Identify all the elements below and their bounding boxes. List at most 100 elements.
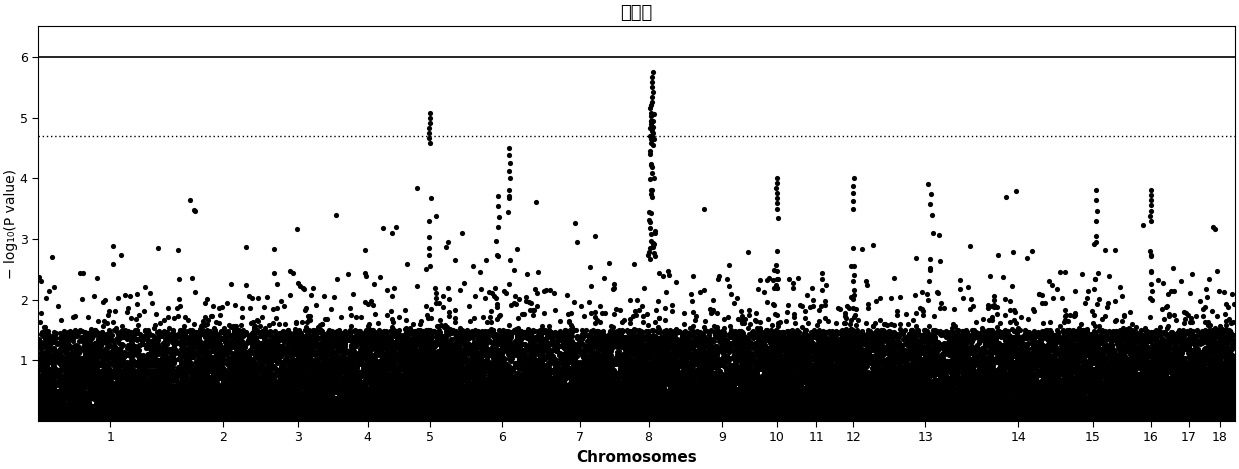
- Point: [1063, 390, 1083, 398]
- Point: [103, 373, 123, 381]
- Point: [1111, 371, 1131, 378]
- Point: [120, 412, 140, 420]
- Point: [538, 414, 558, 421]
- Point: [878, 358, 898, 366]
- Point: [105, 344, 125, 352]
- Point: [1057, 350, 1077, 357]
- Point: [457, 409, 477, 416]
- Point: [587, 389, 607, 396]
- Point: [169, 411, 188, 419]
- Point: [343, 395, 363, 402]
- Point: [593, 358, 613, 366]
- Point: [466, 343, 486, 350]
- Point: [948, 404, 968, 411]
- Point: [840, 360, 860, 367]
- Point: [570, 417, 590, 424]
- Point: [1206, 341, 1225, 349]
- Point: [120, 410, 140, 417]
- Point: [1168, 349, 1188, 356]
- Point: [400, 371, 420, 379]
- Point: [624, 401, 644, 408]
- Point: [589, 368, 608, 375]
- Point: [1139, 367, 1158, 375]
- Point: [211, 404, 230, 411]
- Point: [410, 378, 430, 386]
- Point: [776, 408, 795, 415]
- Point: [945, 404, 965, 412]
- Point: [861, 401, 881, 408]
- Point: [688, 405, 707, 412]
- Point: [250, 387, 270, 395]
- Point: [527, 410, 546, 417]
- Point: [839, 397, 859, 405]
- Point: [1087, 373, 1106, 380]
- Point: [1131, 355, 1151, 362]
- Point: [1167, 416, 1187, 424]
- Point: [285, 382, 305, 390]
- Point: [51, 384, 71, 392]
- Point: [1149, 360, 1168, 368]
- Point: [260, 415, 280, 422]
- Point: [1171, 394, 1191, 401]
- Point: [818, 318, 838, 325]
- Point: [1070, 413, 1090, 421]
- Point: [304, 394, 323, 402]
- Point: [580, 412, 600, 420]
- Point: [276, 330, 296, 337]
- Point: [193, 399, 213, 406]
- Point: [81, 330, 100, 338]
- Point: [1121, 355, 1141, 363]
- Point: [570, 395, 590, 403]
- Point: [725, 372, 745, 380]
- Point: [253, 357, 273, 365]
- Point: [328, 416, 348, 424]
- Point: [38, 327, 58, 334]
- Point: [795, 393, 815, 401]
- Point: [715, 398, 735, 406]
- Point: [560, 343, 580, 351]
- Point: [629, 333, 649, 340]
- Point: [470, 374, 489, 381]
- Point: [764, 285, 784, 292]
- Point: [167, 369, 187, 376]
- Point: [970, 382, 990, 390]
- Point: [1012, 382, 1032, 390]
- Point: [445, 362, 465, 370]
- Point: [1202, 327, 1222, 335]
- Point: [802, 416, 821, 423]
- Point: [413, 369, 432, 377]
- Point: [243, 406, 263, 414]
- Point: [1223, 412, 1239, 419]
- Point: [1168, 402, 1188, 410]
- Point: [341, 355, 361, 363]
- Point: [642, 407, 662, 415]
- Point: [731, 343, 751, 351]
- Point: [525, 389, 545, 397]
- Point: [145, 401, 165, 409]
- Point: [362, 400, 382, 407]
- Point: [1033, 404, 1053, 412]
- Point: [227, 371, 247, 378]
- Point: [634, 372, 654, 379]
- Point: [352, 401, 372, 408]
- Point: [497, 403, 517, 410]
- Point: [714, 379, 733, 386]
- Point: [699, 409, 719, 416]
- Point: [784, 413, 804, 420]
- Point: [680, 371, 700, 378]
- Point: [160, 391, 180, 399]
- Point: [388, 388, 408, 395]
- Point: [1204, 408, 1224, 416]
- Point: [860, 414, 880, 422]
- Point: [513, 349, 533, 356]
- Point: [59, 370, 79, 377]
- Point: [62, 360, 82, 367]
- Point: [940, 409, 960, 416]
- Point: [175, 398, 195, 406]
- Point: [1155, 395, 1175, 402]
- Point: [504, 404, 524, 411]
- Point: [564, 391, 584, 398]
- Point: [606, 333, 626, 340]
- Point: [1188, 384, 1208, 391]
- Point: [699, 332, 719, 339]
